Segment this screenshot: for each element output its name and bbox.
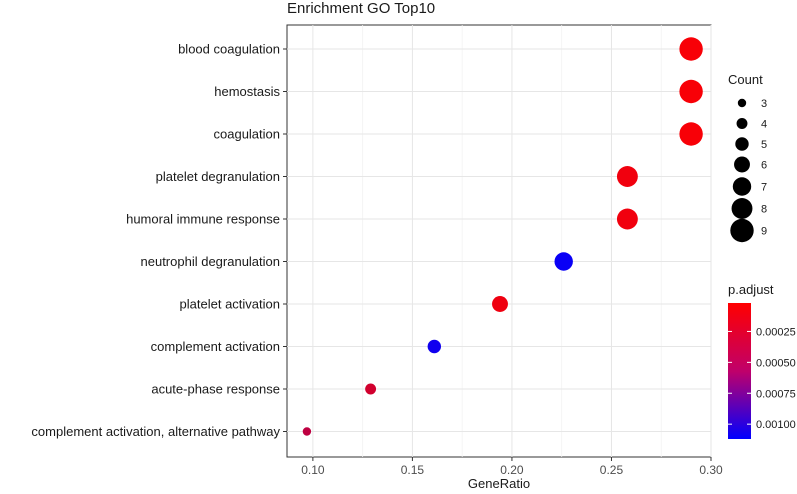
data-point [679, 80, 702, 103]
y-tick-label: hemostasis [214, 84, 280, 99]
x-tick-label: 0.20 [500, 463, 524, 477]
legend-count-dot [732, 198, 753, 219]
data-point [679, 122, 702, 145]
legend-count-dot [738, 99, 746, 107]
y-tick-label: blood coagulation [178, 42, 280, 57]
legend-count-title: Count [728, 72, 763, 87]
x-tick-label: 0.30 [699, 463, 723, 477]
x-axis-title: GeneRatio [468, 476, 530, 491]
legend-count: Count 3 4 5 6 7 8 9 [728, 72, 767, 242]
y-axis: blood coagulation hemostasis coagulation pl… [31, 42, 287, 440]
y-tick-label: platelet activation [180, 297, 280, 312]
legend-count-dot [737, 118, 748, 129]
chart-title: Enrichment GO Top10 [287, 0, 435, 17]
x-tick-label: 0.15 [401, 463, 425, 477]
y-tick-label: platelet degranulation [156, 169, 280, 184]
legend-count-dot [735, 137, 748, 150]
legend-count-label: 5 [761, 139, 767, 151]
legend-p-adjust-label: 0.00050 [756, 357, 796, 369]
data-point [492, 296, 508, 312]
legend-count-label: 7 [761, 182, 767, 194]
x-tick-label: 0.10 [301, 463, 325, 477]
y-tick-label: complement activation, alternative pathw… [31, 424, 280, 439]
data-point [617, 166, 638, 187]
legend-count-label: 4 [761, 119, 767, 131]
legend-p-adjust: p.adjust 0.00025 0.00050 0.00075 0.00100 [728, 282, 796, 439]
plot-panel [287, 25, 711, 457]
data-point [617, 209, 638, 230]
legend-p-adjust-label: 0.00025 [756, 326, 796, 338]
data-point [365, 384, 376, 395]
y-tick-label: coagulation [214, 127, 281, 142]
data-point [554, 252, 572, 270]
x-axis: 0.10 0.15 0.20 0.25 0.30 [301, 457, 723, 477]
legend-count-dot [730, 219, 753, 242]
data-point [679, 37, 702, 60]
legend-p-adjust-label: 0.00075 [756, 388, 796, 400]
legend-count-dot [733, 177, 751, 195]
legend-count-dot [734, 157, 750, 173]
y-tick-label: neutrophil degranulation [141, 254, 281, 269]
y-tick-label: acute-phase response [151, 382, 280, 397]
legend-count-label: 8 [761, 204, 767, 216]
legend-p-adjust-label: 0.00100 [756, 419, 796, 431]
legend-p-adjust-title: p.adjust [728, 282, 774, 297]
legend-count-label: 3 [761, 98, 767, 110]
y-tick-label: humoral immune response [126, 212, 280, 227]
data-point [428, 340, 441, 353]
data-point [303, 427, 311, 435]
y-tick-label: complement activation [151, 339, 280, 354]
x-tick-label: 0.25 [600, 463, 624, 477]
legend-count-label: 9 [761, 226, 767, 238]
legend-colorbar [728, 303, 751, 439]
legend-count-label: 6 [761, 160, 767, 172]
